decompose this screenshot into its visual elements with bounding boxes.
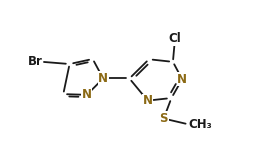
- Text: N: N: [143, 94, 153, 107]
- Text: N: N: [82, 88, 92, 101]
- Text: S: S: [159, 112, 168, 125]
- Text: CH₃: CH₃: [188, 118, 212, 131]
- Text: N: N: [177, 73, 187, 86]
- Text: Br: Br: [28, 55, 43, 68]
- Text: N: N: [98, 72, 108, 85]
- Text: Cl: Cl: [169, 32, 181, 45]
